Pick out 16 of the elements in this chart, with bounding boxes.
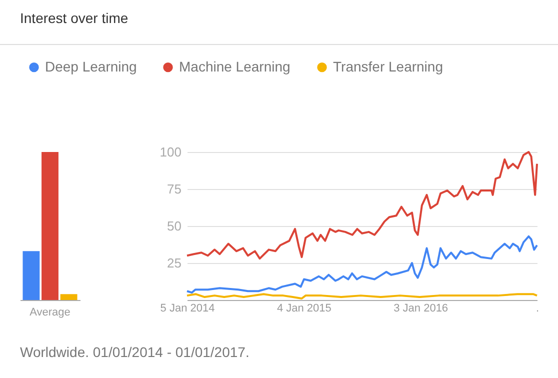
x-tick-label: 4 Jan 2015 bbox=[276, 302, 332, 314]
x-tick-label: Average bbox=[30, 306, 70, 318]
x-tick-label: . bbox=[536, 302, 540, 314]
chart-title: Interest over time bbox=[20, 10, 128, 26]
text: Worldwide. 01/01/2014 - 01/01/2017. bbox=[20, 344, 250, 360]
legend-label: Transfer Learning bbox=[333, 58, 443, 74]
x-tick-label: 3 Jan 2016 bbox=[394, 302, 448, 314]
y-tick-label: 75 bbox=[167, 182, 182, 196]
line-series bbox=[186, 151, 538, 260]
y-tick-label: 50 bbox=[167, 218, 182, 234]
legend-label: Deep Learning bbox=[45, 58, 137, 74]
x-tick-label: 5 Jan 2014 bbox=[160, 302, 215, 314]
y-tick-label: 25 bbox=[167, 256, 182, 270]
y-tick-label: 100 bbox=[160, 144, 182, 160]
legend-label: Machine Learning bbox=[179, 58, 290, 74]
line-series bbox=[186, 235, 538, 294]
